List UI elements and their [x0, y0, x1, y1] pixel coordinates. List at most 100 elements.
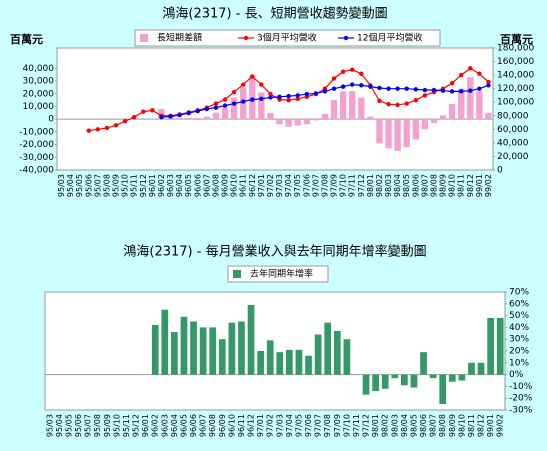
bar — [358, 97, 365, 120]
x-tick-label: 99/01 — [486, 414, 495, 437]
point — [431, 87, 437, 93]
x-tick-label: 96/03 — [166, 174, 175, 197]
x-tick-label: 97/10 — [339, 174, 348, 197]
point — [377, 85, 382, 91]
plot-area — [56, 47, 494, 171]
x-tick-label: 96/01 — [141, 414, 150, 437]
legend — [227, 265, 329, 283]
x-tick-label: 98/06 — [419, 414, 428, 437]
point — [295, 93, 300, 98]
y-tick-label: -20% — [509, 394, 533, 404]
bar — [176, 117, 183, 120]
bar — [230, 97, 238, 120]
point — [268, 91, 273, 97]
x-tick-label: 97/12 — [362, 414, 371, 437]
y-tick-label: 0% — [509, 370, 524, 380]
x-tick-label: 98/12 — [466, 174, 475, 197]
x-tick-label: 95/05 — [64, 414, 73, 437]
point — [168, 114, 173, 119]
y-tick-label: 180,000 — [497, 44, 534, 54]
y2-axis-label: 百萬元 — [500, 32, 533, 46]
point — [331, 76, 337, 81]
x-tick-label: 95/03 — [45, 414, 54, 437]
point — [386, 102, 391, 107]
bar — [362, 374, 370, 395]
point — [422, 87, 428, 93]
x-tick-label: 96/07 — [199, 414, 208, 437]
point — [259, 96, 264, 102]
x-tick-label: 98/06 — [411, 174, 420, 197]
x-tick-label: 98/11 — [457, 174, 466, 197]
bar — [286, 349, 293, 375]
bar — [185, 117, 192, 120]
legend-swatch — [243, 35, 249, 41]
x-tick-label: 98/09 — [439, 174, 448, 197]
y-tick-label: 0 — [497, 166, 503, 176]
bar — [430, 119, 438, 123]
bar — [439, 115, 447, 120]
x-tick-label: 96/08 — [211, 174, 220, 197]
point — [213, 101, 219, 106]
bar — [266, 340, 274, 375]
point — [440, 88, 446, 93]
x-tick-label: 96/10 — [230, 174, 239, 197]
y-tick-label: 20% — [509, 347, 529, 357]
x-tick-label: 97/06 — [304, 414, 313, 437]
x-tick-label: 97/12 — [357, 174, 366, 197]
bar — [410, 374, 418, 388]
point — [204, 106, 210, 112]
x-tick-label: 96/07 — [202, 174, 211, 197]
y-tick-label: 120,000 — [497, 84, 534, 94]
x-tick-label: 96/12 — [248, 174, 257, 197]
x-tick-label: 95/11 — [122, 414, 131, 437]
bar — [448, 103, 456, 120]
x-tick-label: 96/05 — [179, 414, 188, 437]
x-tick-label: 97/11 — [348, 174, 357, 197]
x-tick-label: 97/10 — [342, 414, 351, 437]
bar — [381, 374, 389, 389]
bar — [367, 116, 374, 120]
bar — [330, 100, 338, 120]
y-tick-label: 60,000 — [497, 125, 529, 135]
point — [368, 84, 373, 89]
bar — [372, 374, 379, 392]
bar — [276, 119, 283, 125]
bar — [218, 339, 226, 375]
point — [95, 127, 101, 132]
point — [132, 114, 137, 120]
point — [231, 89, 237, 95]
point — [377, 98, 382, 104]
point — [268, 95, 273, 100]
x-tick-label: 97/09 — [333, 414, 342, 437]
x-tick-label: 98/12 — [477, 414, 486, 437]
bar — [212, 112, 220, 120]
point — [477, 86, 482, 91]
bar — [171, 332, 178, 375]
plot-area — [44, 291, 506, 411]
point — [359, 71, 364, 76]
chart-title: 鴻海(2317) - 每月營業收入與去年同期年增率變動圖 — [123, 244, 426, 260]
legend-label: 12個月平均營收 — [357, 32, 422, 44]
x-tick-label: 97/01 — [256, 414, 265, 437]
x-tick-label: 95/05 — [75, 174, 84, 197]
bar — [458, 374, 466, 381]
point — [250, 97, 255, 102]
x-tick-label: 97/03 — [275, 414, 284, 437]
x-tick-label: 95/10 — [121, 174, 130, 197]
y-tick-label: 20,000 — [23, 89, 55, 99]
point — [422, 93, 428, 98]
bar — [312, 119, 320, 121]
x-tick-label: 98/09 — [448, 414, 457, 437]
point — [468, 66, 473, 71]
point — [213, 105, 219, 110]
point — [340, 84, 346, 89]
x-tick-label: 96/09 — [221, 174, 230, 197]
bar — [343, 339, 351, 375]
point — [486, 83, 491, 88]
x-tick-label: 96/09 — [218, 414, 227, 437]
point — [486, 79, 491, 85]
bar — [203, 116, 211, 120]
bar — [221, 107, 229, 120]
x-tick-label: 95/04 — [66, 174, 75, 197]
